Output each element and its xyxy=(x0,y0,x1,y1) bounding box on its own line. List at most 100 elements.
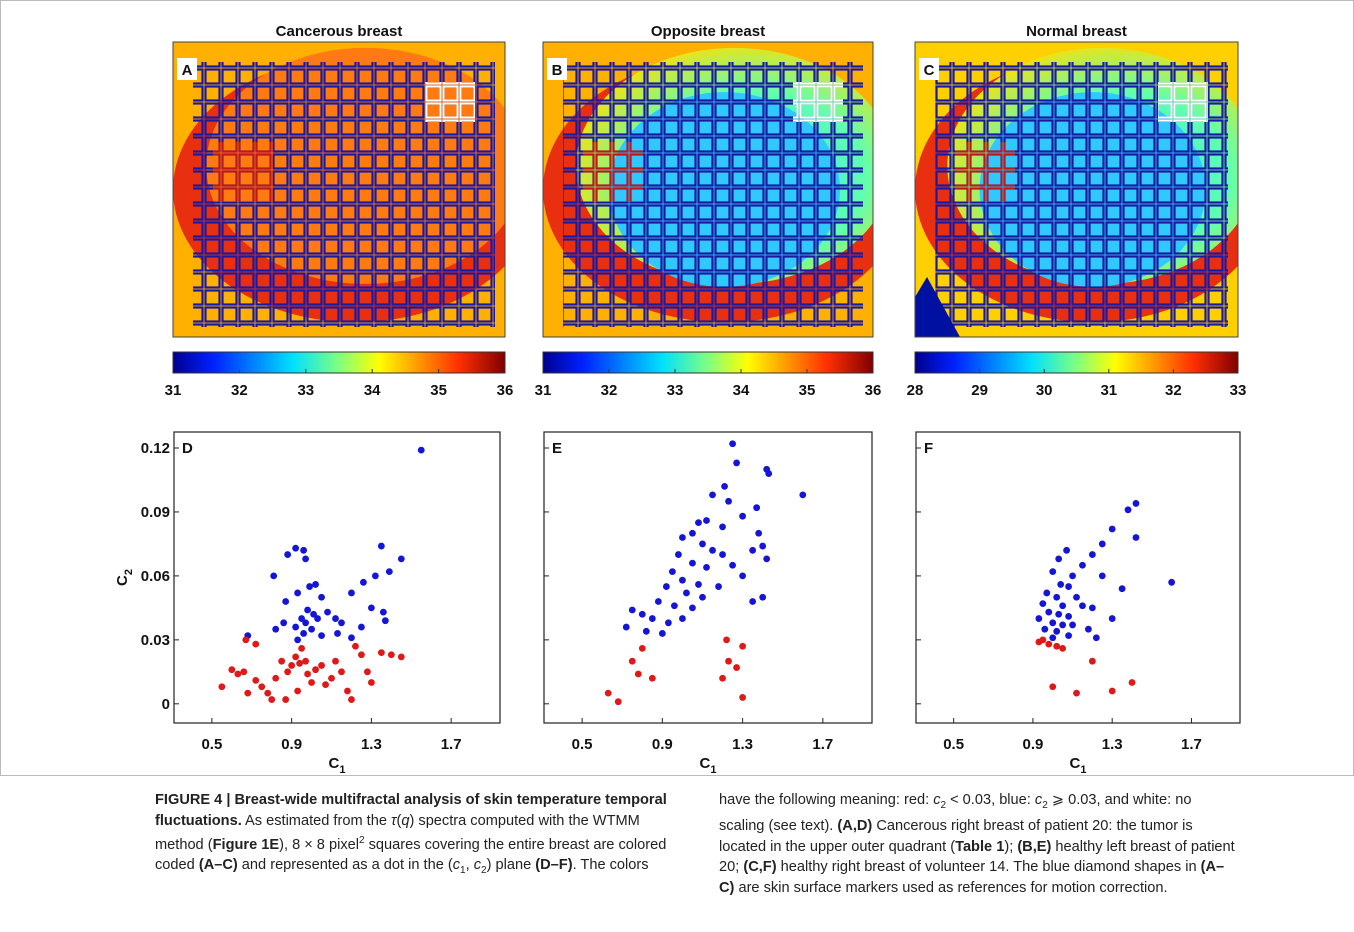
caption-text: τ xyxy=(391,812,397,829)
panel-letter: A xyxy=(182,62,193,79)
point xyxy=(1035,615,1043,622)
point xyxy=(292,623,300,631)
point xyxy=(308,679,315,686)
x-tick-label: 1.7 xyxy=(1181,736,1202,753)
x-tick-label: 0.9 xyxy=(652,736,673,753)
point xyxy=(282,598,290,605)
image-title: Opposite breast xyxy=(651,23,765,40)
point xyxy=(270,572,278,580)
point xyxy=(715,583,722,590)
point xyxy=(648,615,656,622)
caption-text: . The colors have the following meaning:… xyxy=(572,792,934,874)
point xyxy=(749,598,757,605)
point xyxy=(371,572,379,580)
point xyxy=(1073,593,1080,601)
colorbar xyxy=(542,351,874,374)
image-border xyxy=(172,41,506,338)
panel-letter: D xyxy=(182,440,193,457)
point xyxy=(358,651,365,659)
image-title: Normal breast xyxy=(1026,23,1127,40)
point xyxy=(280,619,288,627)
caption-text: 2 xyxy=(359,835,365,846)
point xyxy=(377,649,385,657)
squares-white xyxy=(425,82,475,122)
point xyxy=(719,551,726,558)
point xyxy=(298,615,306,622)
point xyxy=(703,563,710,571)
colorbar-tick-label: 29 xyxy=(971,382,988,399)
colorbar xyxy=(172,351,506,374)
point xyxy=(1118,585,1126,593)
letter-box xyxy=(177,58,197,80)
point xyxy=(218,683,226,691)
point xyxy=(1088,657,1096,665)
point xyxy=(648,674,656,682)
colorbar-tick-label: 36 xyxy=(865,382,882,399)
colorbar-tick-label: 36 xyxy=(497,382,514,399)
caption-text: c xyxy=(473,857,482,874)
point xyxy=(755,529,763,537)
caption-text: 2 xyxy=(940,799,947,811)
point xyxy=(367,604,375,612)
point xyxy=(725,497,732,505)
point xyxy=(662,583,670,590)
point xyxy=(1069,572,1076,580)
x-label-base: C xyxy=(1070,755,1081,772)
point xyxy=(352,642,359,650)
thermal-image xyxy=(173,42,505,337)
point xyxy=(695,519,702,527)
point xyxy=(242,636,250,644)
point xyxy=(288,662,296,669)
colorbar-tick-label: 31 xyxy=(535,382,552,399)
y-tick-label: 0.09 xyxy=(141,504,170,521)
point xyxy=(1088,551,1096,558)
point xyxy=(699,593,706,601)
colorbar-tick-label: 33 xyxy=(1230,382,1247,399)
plot-box xyxy=(915,431,1241,724)
x-tick-label: 0.9 xyxy=(281,736,302,753)
point xyxy=(703,517,710,524)
point xyxy=(604,689,612,697)
point xyxy=(1128,679,1136,686)
point xyxy=(638,644,646,652)
point xyxy=(304,606,311,614)
point xyxy=(739,694,747,701)
point xyxy=(258,683,266,691)
point xyxy=(314,615,321,622)
point xyxy=(322,681,329,689)
point xyxy=(348,634,355,642)
point xyxy=(628,606,636,614)
caption-text: squares covering the entire breast are c… xyxy=(155,836,667,874)
point xyxy=(1057,581,1065,588)
point xyxy=(679,615,686,622)
point xyxy=(302,619,309,627)
point xyxy=(699,540,706,548)
point xyxy=(298,644,306,652)
point xyxy=(360,578,367,586)
point xyxy=(310,610,317,618)
point xyxy=(614,698,622,706)
x-tick-label: 1.7 xyxy=(812,736,833,753)
caption-text: (A,D) xyxy=(837,818,873,835)
point xyxy=(763,555,771,563)
x-tick-label: 1.3 xyxy=(732,736,753,753)
caption-text: 2 xyxy=(1042,799,1048,811)
point xyxy=(725,657,732,665)
point xyxy=(1053,642,1061,650)
caption-text: are skin surface markers used as referen… xyxy=(734,879,1168,896)
point xyxy=(338,668,345,676)
squares-red xyxy=(213,142,273,202)
colorbar-tick-label: 34 xyxy=(364,382,381,399)
point xyxy=(272,625,280,633)
point xyxy=(719,523,726,531)
point xyxy=(397,555,405,563)
point xyxy=(658,630,666,637)
point xyxy=(417,446,425,454)
point xyxy=(1092,634,1100,642)
colorbar-tick-label: 33 xyxy=(667,382,684,399)
x-tick-label: 0.5 xyxy=(572,736,593,753)
point xyxy=(721,482,728,490)
point xyxy=(282,696,290,703)
point xyxy=(1098,572,1106,580)
thermal-image xyxy=(915,42,1238,337)
